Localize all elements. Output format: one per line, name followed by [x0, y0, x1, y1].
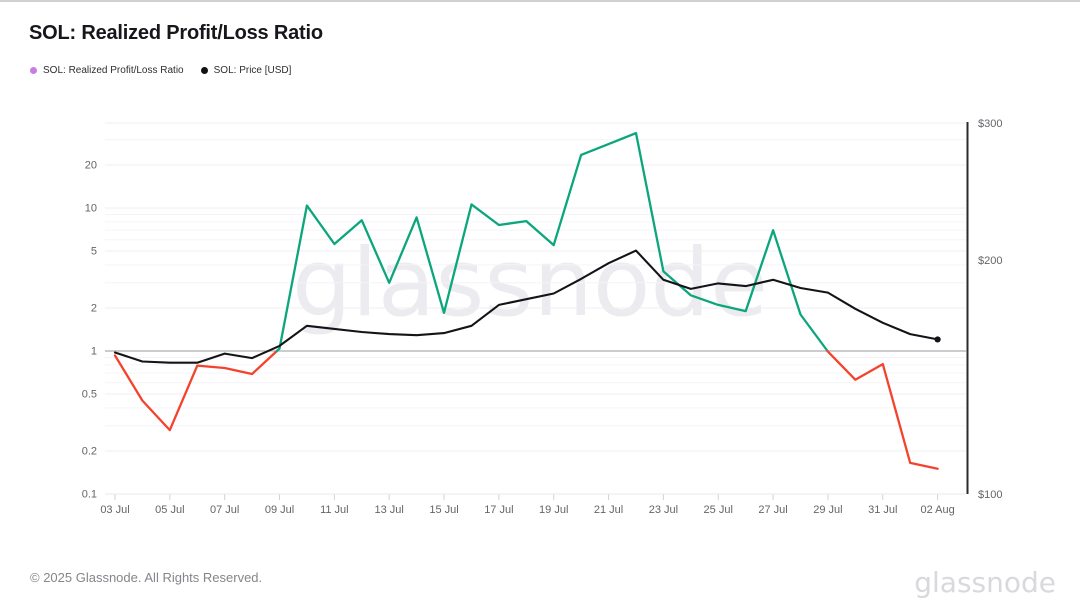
price-axis-tick-label: $100 — [978, 489, 1002, 501]
x-axis-tick-label: 09 Jul — [265, 504, 294, 516]
ratio-line-loss-segment — [113, 349, 279, 432]
x-axis-tick-label: 11 Jul — [320, 504, 349, 516]
y-axis-tick-label: 10 — [85, 203, 97, 215]
y-axis-tick-label: 20 — [85, 159, 97, 171]
x-axis-tick-label: 03 Jul — [100, 504, 129, 516]
glassnode-logo: glassnode — [914, 566, 1056, 599]
y-axis-tick-label: 1 — [91, 346, 97, 358]
x-axis-tick-label: 23 Jul — [649, 504, 678, 516]
right-axis-labels: $300 $200 $100 — [978, 118, 1002, 501]
x-axis-tick-label: 15 Jul — [429, 504, 458, 516]
x-axis-tick-label: 07 Jul — [210, 504, 239, 516]
legend: SOL: Realized Profit/Loss Ratio SOL: Pri… — [30, 65, 291, 76]
y-axis-tick-label: 2 — [91, 302, 97, 314]
ratio-line-profit-segment — [275, 131, 829, 353]
y-axis-tick-label: 0.2 — [82, 445, 97, 457]
x-axis-tick-label: 27 Jul — [758, 504, 787, 516]
x-axis-tick-label: 02 Aug — [920, 504, 954, 516]
x-axis-tick-label: 29 Jul — [813, 504, 842, 516]
plot-area[interactable] — [105, 123, 966, 494]
legend-item-price[interactable]: SOL: Price [USD] — [200, 65, 292, 76]
y-axis-tick-label: 0.1 — [82, 489, 97, 501]
legend-label-ratio: SOL: Realized Profit/Loss Ratio — [43, 65, 184, 76]
x-axis-tick-label: 31 Jul — [868, 504, 897, 516]
left-axis-labels: 20 10 5 2 1 0.5 0.2 0.1 — [82, 159, 97, 500]
ratio-line-loss-segment — [826, 349, 939, 470]
ratio-legend-dot-icon — [30, 67, 37, 74]
x-axis-tick-label: 17 Jul — [484, 504, 513, 516]
x-axis-tick-label: 13 Jul — [375, 504, 404, 516]
price-axis-tick-label: $300 — [978, 118, 1002, 130]
x-axis-tick-label: 19 Jul — [539, 504, 568, 516]
x-axis-tick-label: 25 Jul — [704, 504, 733, 516]
legend-item-ratio[interactable]: SOL: Realized Profit/Loss Ratio — [30, 65, 184, 76]
price-line-end-dot — [934, 336, 941, 343]
ratio-line-series — [113, 131, 939, 470]
top-edge-divider — [0, 0, 1080, 2]
price-legend-dot-icon — [200, 67, 208, 74]
legend-label-price: SOL: Price [USD] — [213, 65, 292, 76]
x-axis-tick-label: 05 Jul — [155, 504, 184, 516]
price-axis-tick-label: $200 — [978, 255, 1002, 267]
y-axis-tick-label: 5 — [91, 246, 97, 258]
copyright-text: © 2025 Glassnode. All Rights Reserved. — [30, 570, 263, 585]
price-line-series — [113, 249, 939, 364]
page-title: SOL: Realized Profit/Loss Ratio — [29, 22, 323, 44]
x-axis-tick-label: 21 Jul — [594, 504, 623, 516]
y-axis-tick-label: 0.5 — [82, 389, 97, 401]
x-axis-labels: 03 Jul 05 Jul 07 Jul 09 Jul 11 Jul 13 Jul 15 J… — [100, 494, 955, 516]
